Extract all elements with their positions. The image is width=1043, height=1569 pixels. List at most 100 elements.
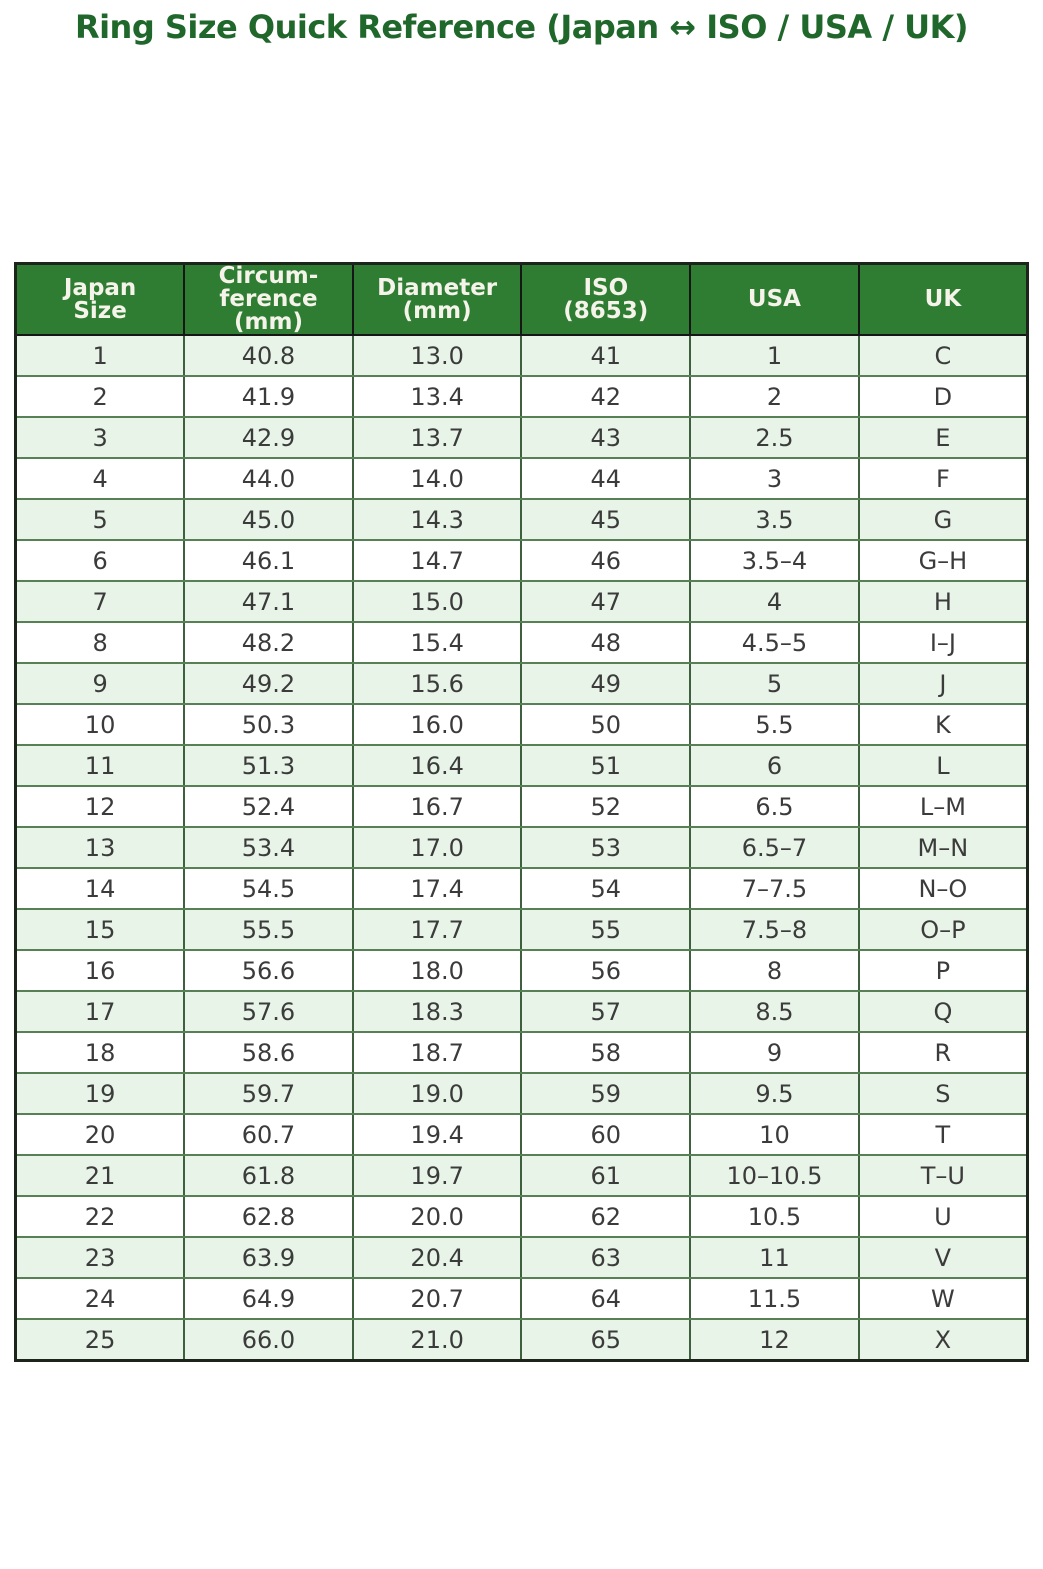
table-cell-iso-8653: 45 (520, 498, 692, 541)
table-cell-iso-8653: 62 (520, 1195, 692, 1238)
table-cell-uk: H (857, 580, 1029, 623)
table-cell-circumference-mm: 59.7 (183, 1072, 354, 1115)
table-cell-usa: 1 (689, 334, 860, 377)
table-cell-iso-8653: 48 (520, 621, 692, 664)
table-row: 1 40.8 13.0 41 1 C (14, 334, 1029, 377)
table-cell-uk: L–M (857, 785, 1029, 828)
table-cell-japan-size: 11 (14, 744, 186, 787)
table-cell-japan-size: 4 (14, 457, 186, 500)
table-cell-circumference-mm: 60.7 (183, 1113, 354, 1156)
table-cell-diameter-mm: 15.6 (351, 662, 523, 705)
table-cell-circumference-mm: 62.8 (183, 1195, 354, 1238)
table-cell-iso-8653: 42 (520, 375, 692, 418)
table-cell-circumference-mm: 61.8 (183, 1154, 354, 1197)
table-cell-usa: 10 (689, 1113, 860, 1156)
table-cell-diameter-mm: 14.3 (351, 498, 523, 541)
table-cell-japan-size: 9 (14, 662, 186, 705)
table-cell-iso-8653: 46 (520, 539, 692, 582)
table-cell-circumference-mm: 58.6 (183, 1031, 354, 1074)
table-cell-circumference-mm: 47.1 (183, 580, 354, 623)
table-cell-diameter-mm: 18.7 (351, 1031, 523, 1074)
table-row: 3 42.9 13.7 43 2.5 E (14, 416, 1029, 459)
table-row: 7 47.1 15.0 47 4 H (14, 580, 1029, 623)
table-cell-iso-8653: 47 (520, 580, 692, 623)
table-cell-circumference-mm: 41.9 (183, 375, 354, 418)
table-cell-diameter-mm: 15.0 (351, 580, 523, 623)
table-cell-circumference-mm: 45.0 (183, 498, 354, 541)
table-cell-japan-size: 15 (14, 908, 186, 951)
table-header: Japan Size Circum- ference (mm) Diameter (… (14, 262, 1029, 336)
table-cell-uk: M–N (857, 826, 1029, 869)
table-cell-usa: 9 (689, 1031, 860, 1074)
table-cell-usa: 3 (689, 457, 860, 500)
table-cell-diameter-mm: 21.0 (351, 1318, 523, 1362)
table-cell-circumference-mm: 63.9 (183, 1236, 354, 1279)
table-cell-iso-8653: 61 (520, 1154, 692, 1197)
table-cell-usa: 7–7.5 (689, 867, 860, 910)
table-row: 2 41.9 13.4 42 2 D (14, 375, 1029, 418)
table-cell-japan-size: 24 (14, 1277, 186, 1320)
table-cell-japan-size: 19 (14, 1072, 186, 1115)
table-row: 5 45.0 14.3 45 3.5 G (14, 498, 1029, 541)
table-cell-circumference-mm: 50.3 (183, 703, 354, 746)
table-cell-uk: C (857, 334, 1029, 377)
table-cell-circumference-mm: 64.9 (183, 1277, 354, 1320)
table-cell-diameter-mm: 15.4 (351, 621, 523, 664)
table-cell-japan-size: 12 (14, 785, 186, 828)
table-cell-japan-size: 18 (14, 1031, 186, 1074)
table-cell-uk: T (857, 1113, 1029, 1156)
column-header-iso-8653: ISO (8653) (520, 262, 692, 336)
table-cell-usa: 2 (689, 375, 860, 418)
table-cell-circumference-mm: 55.5 (183, 908, 354, 951)
table-cell-japan-size: 22 (14, 1195, 186, 1238)
table-cell-japan-size: 16 (14, 949, 186, 992)
table-cell-circumference-mm: 56.6 (183, 949, 354, 992)
table-cell-iso-8653: 55 (520, 908, 692, 951)
table-row: 19 59.7 19.0 59 9.5 S (14, 1072, 1029, 1115)
table-row: 20 60.7 19.4 60 10 T (14, 1113, 1029, 1156)
column-header-japan-size: Japan Size (14, 262, 186, 336)
table-cell-usa: 2.5 (689, 416, 860, 459)
table-cell-iso-8653: 60 (520, 1113, 692, 1156)
table-cell-iso-8653: 43 (520, 416, 692, 459)
table-cell-usa: 6.5–7 (689, 826, 860, 869)
table-cell-diameter-mm: 18.0 (351, 949, 523, 992)
table-cell-japan-size: 8 (14, 621, 186, 664)
table-cell-iso-8653: 65 (520, 1318, 692, 1362)
table-cell-uk: I–J (857, 621, 1029, 664)
table-row: 22 62.8 20.0 62 10.5 U (14, 1195, 1029, 1238)
table-cell-iso-8653: 53 (520, 826, 692, 869)
table-cell-diameter-mm: 16.7 (351, 785, 523, 828)
table-cell-uk: W (857, 1277, 1029, 1320)
table-row: 10 50.3 16.0 50 5.5 K (14, 703, 1029, 746)
table-cell-circumference-mm: 48.2 (183, 621, 354, 664)
table-cell-usa: 11.5 (689, 1277, 860, 1320)
table-cell-uk: T–U (857, 1154, 1029, 1197)
table-cell-iso-8653: 63 (520, 1236, 692, 1279)
table-cell-circumference-mm: 52.4 (183, 785, 354, 828)
table-cell-uk: G (857, 498, 1029, 541)
table-cell-usa: 8 (689, 949, 860, 992)
table-cell-japan-size: 1 (14, 334, 186, 377)
table-cell-usa: 5 (689, 662, 860, 705)
table-row: 15 55.5 17.7 55 7.5–8 O–P (14, 908, 1029, 951)
table-cell-uk: P (857, 949, 1029, 992)
table-cell-diameter-mm: 20.4 (351, 1236, 523, 1279)
table-row: 9 49.2 15.6 49 5 J (14, 662, 1029, 705)
table-cell-iso-8653: 54 (520, 867, 692, 910)
table-cell-circumference-mm: 66.0 (183, 1318, 354, 1362)
table-cell-iso-8653: 57 (520, 990, 692, 1033)
table-cell-uk: X (857, 1318, 1029, 1362)
table-cell-diameter-mm: 17.0 (351, 826, 523, 869)
table-cell-iso-8653: 64 (520, 1277, 692, 1320)
table-cell-uk: R (857, 1031, 1029, 1074)
table-cell-circumference-mm: 40.8 (183, 334, 354, 377)
table-cell-uk: F (857, 457, 1029, 500)
table-row: 16 56.6 18.0 56 8 P (14, 949, 1029, 992)
table-cell-circumference-mm: 54.5 (183, 867, 354, 910)
table-cell-circumference-mm: 44.0 (183, 457, 354, 500)
table-cell-diameter-mm: 13.0 (351, 334, 523, 377)
table-cell-usa: 9.5 (689, 1072, 860, 1115)
table-cell-usa: 10.5 (689, 1195, 860, 1238)
